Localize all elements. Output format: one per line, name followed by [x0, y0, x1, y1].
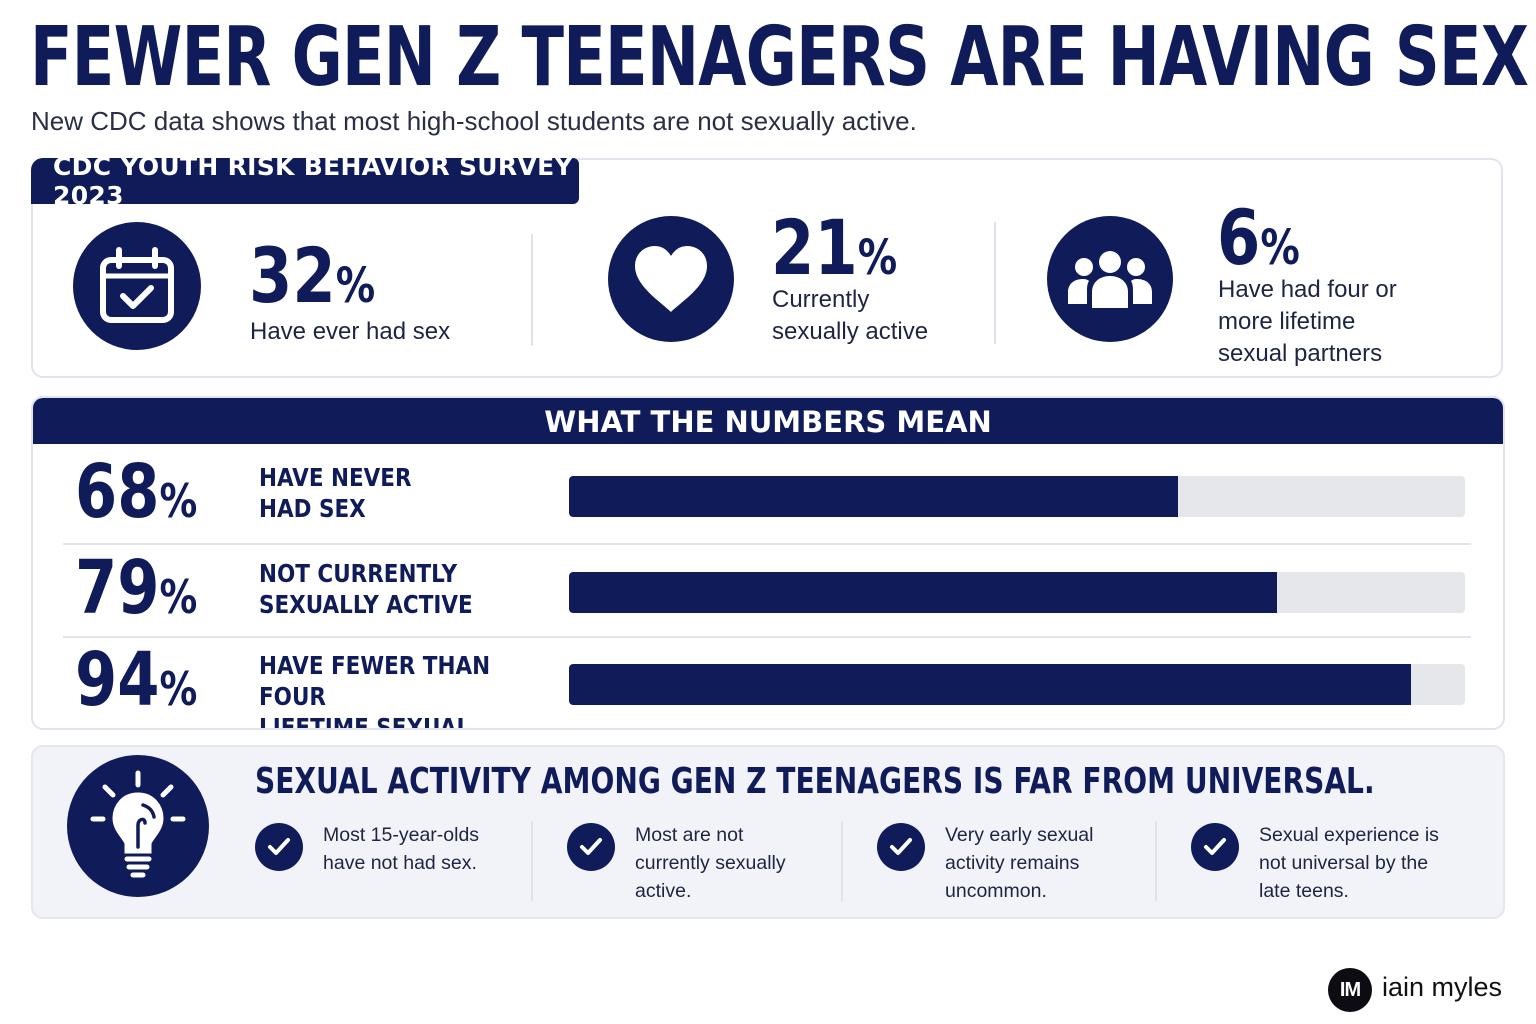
point-divider: [841, 821, 843, 901]
stat-value-four-partners: 6%: [1217, 193, 1300, 282]
bar-track: [569, 572, 1465, 613]
bar-fewer-than-four-partners: [569, 664, 1412, 705]
stat-label-four-partners: Have had four or more lifetime sexual pa…: [1218, 276, 1397, 367]
stat-value-ever-had-sex: 32%: [249, 231, 376, 320]
bar-track: [569, 664, 1465, 705]
bar-row: 68% HAVE NEVER HAD SEX: [33, 444, 1503, 536]
survey-card: CDC YOUTH RISK BEHAVIOR SURVEY 2023 32% …: [31, 152, 1503, 378]
check-icon: [1191, 823, 1239, 871]
heart-icon: [608, 216, 734, 342]
lightbulb-icon: [67, 755, 209, 897]
takeaway-point-text: Most 15-year-olds have not had sex.: [323, 824, 480, 874]
point-divider: [1155, 821, 1157, 901]
takeaway-point-text: Very early sexual activity remains uncom…: [945, 824, 1094, 902]
brand-name: iain myles: [1382, 972, 1503, 1002]
takeaway-heading: SEXUAL ACTIVITY AMONG GEN Z TEENAGERS IS…: [255, 761, 1375, 802]
page-subtitle: New CDC data shows that most high-school…: [31, 106, 917, 136]
takeaway-point-text: Most are not currently sexually active.: [635, 824, 786, 902]
bar-category-label: HAVE NEVER HAD SEX: [259, 463, 412, 523]
takeaway-box: SEXUAL ACTIVITY AMONG GEN Z TEENAGERS IS…: [31, 745, 1505, 919]
bar-category-label: NOT CURRENTLY SEXUALLY ACTIVE: [259, 559, 473, 619]
point-divider: [531, 821, 533, 901]
numbers-heading: WHAT THE NUMBERS MEAN: [33, 398, 1503, 444]
stat-label-ever-had-sex: Have ever had sex: [250, 318, 451, 345]
survey-tab-label: CDC YOUTH RISK BEHAVIOR SURVEY 2023: [31, 152, 579, 210]
page-title: FEWER GEN Z TEENAGERS ARE HAVING SEX: [30, 10, 1529, 105]
bar-row: 94% HAVE FEWER THAN FOUR LIFETIME SEXUAL…: [33, 632, 1503, 728]
numbers-panel: WHAT THE NUMBERS MEAN 68% HAVE NEVER HAD…: [31, 396, 1505, 730]
calendar-check-icon: [73, 222, 201, 350]
stat-value-currently-active: 21%: [771, 203, 898, 292]
takeaway-point-text: Sexual experience is not universal by th…: [1259, 824, 1439, 902]
bar-category-label: HAVE FEWER THAN FOUR LIFETIME SEXUAL PAR…: [259, 651, 491, 730]
check-icon: [567, 823, 615, 871]
bar-never-had-sex: [569, 476, 1179, 517]
bar-value-label: 79%: [75, 545, 198, 631]
check-icon: [255, 823, 303, 871]
bar-row: 79% NOT CURRENTLY SEXUALLY ACTIVE: [33, 540, 1503, 632]
bar-value-label: 68%: [75, 449, 198, 535]
brand-logo: IM: [1328, 968, 1372, 1012]
check-icon: [877, 823, 925, 871]
bar-not-currently-active: [569, 572, 1277, 613]
stat-divider: [531, 234, 533, 346]
stat-label-currently-active: Currently sexually active: [772, 286, 929, 345]
group-people-icon: [1047, 216, 1173, 342]
bar-value-label: 94%: [75, 637, 198, 723]
row-divider: [63, 543, 1471, 545]
row-divider: [63, 636, 1471, 638]
stat-divider: [994, 222, 996, 344]
bar-track: [569, 476, 1465, 517]
